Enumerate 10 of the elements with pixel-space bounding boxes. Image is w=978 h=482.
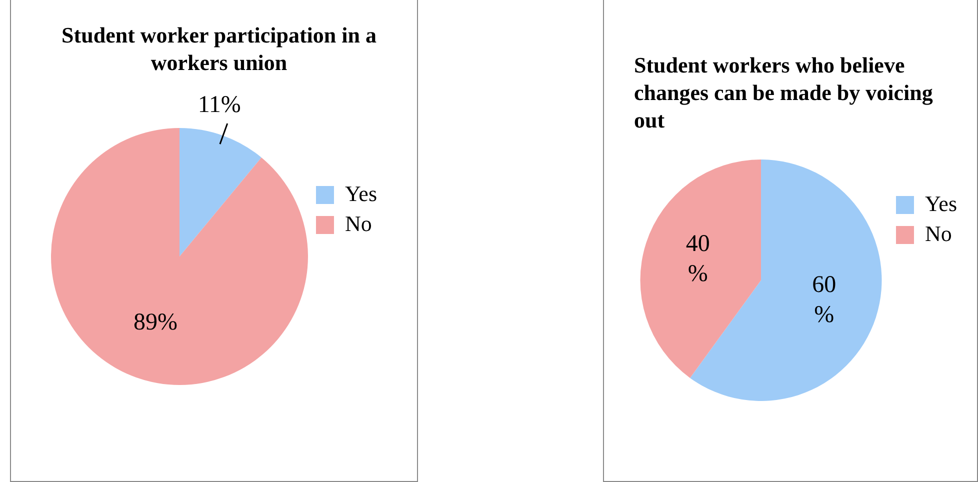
legend-label: Yes — [924, 190, 958, 216]
legend-label: Yes — [344, 180, 378, 206]
legend-label: No — [924, 220, 952, 246]
chart-title: Student workers who believe changes can be made by voicing out — [634, 52, 933, 132]
data-label: 60 % — [812, 272, 836, 328]
data-label: 40 % — [686, 231, 710, 288]
data-label: 89% — [134, 309, 178, 336]
data-label: 11% — [198, 92, 241, 118]
chart-title: Student worker participation in a workers union — [62, 22, 376, 75]
legend-label: No — [344, 210, 372, 236]
